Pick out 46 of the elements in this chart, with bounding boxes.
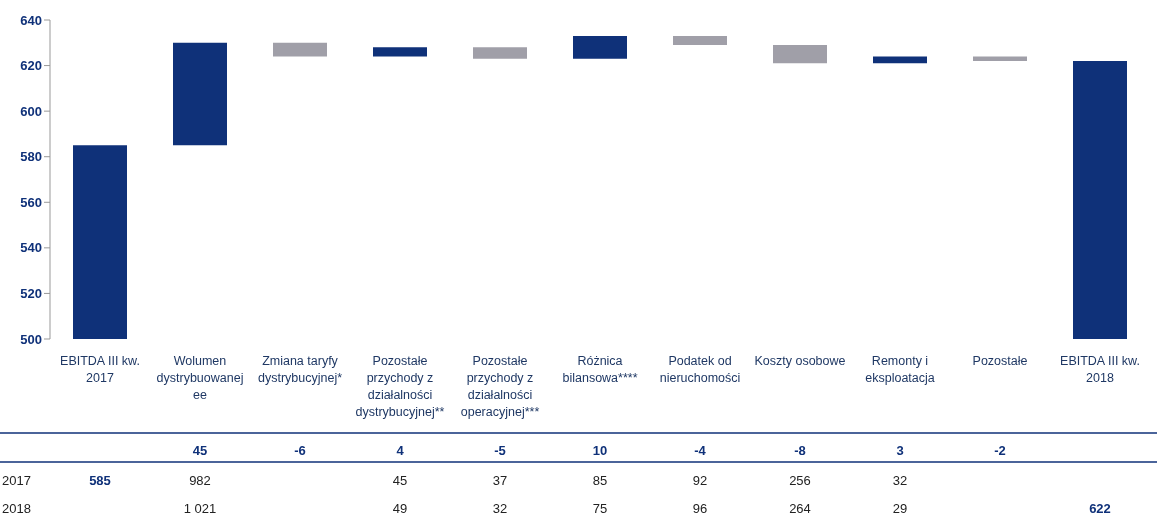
x-tick-label: EBITDA III kw. 2017	[60, 354, 140, 385]
text: 1 021	[183, 501, 217, 516]
x-tick-label: Zmiana taryfy dystrybucyjnej*	[257, 354, 343, 385]
text: -4	[694, 443, 707, 458]
x-tick-label: Remonty i eksploatacja	[865, 354, 935, 385]
y-tick-label: 600	[20, 103, 42, 119]
x-tick-label: Pozostałe przychody z działalności dystrybucyjnej**	[355, 354, 445, 419]
y-tick-label: 560	[20, 194, 42, 210]
text: 2018	[2, 501, 31, 516]
text: 585	[89, 473, 111, 488]
text: 49	[392, 501, 408, 516]
x-tick-label: Wolumen dystrybuowanej ee	[156, 354, 244, 402]
text: 256	[789, 473, 811, 488]
x-tick-label: Podatek od nieruchomości	[659, 354, 741, 385]
text: -2	[994, 443, 1006, 458]
text: -8	[794, 443, 806, 458]
text: 29	[892, 501, 908, 516]
y-tick-label: 520	[20, 286, 42, 302]
x-tick-label: EBITDA III kw. 2018	[1060, 354, 1140, 385]
text: 92	[692, 473, 708, 488]
text: 45	[192, 443, 208, 458]
text: 2017	[2, 473, 31, 488]
x-tick-label: Różnica bilansowa****	[562, 354, 638, 385]
text: 982	[189, 473, 211, 488]
text: 45	[392, 473, 408, 488]
text: 32	[892, 473, 908, 488]
y-tick-label: 500	[20, 331, 42, 347]
text: 32	[492, 501, 508, 516]
text: 264	[789, 501, 811, 516]
text: 37	[492, 473, 508, 488]
x-tick-label: Pozostałe przychody z działalności operacyjnej***	[460, 354, 540, 419]
text: 96	[692, 501, 708, 516]
text: -6	[294, 443, 306, 458]
text: 75	[592, 501, 608, 516]
x-tick-label: Pozostałe	[972, 354, 1028, 368]
x-tick-label: Koszty osobowe	[754, 354, 846, 368]
y-tick-label: 580	[20, 149, 42, 165]
text: 4	[396, 443, 405, 458]
text: 622	[1089, 501, 1111, 516]
text: -5	[494, 443, 506, 458]
y-tick-label: 620	[20, 58, 42, 74]
text: 85	[592, 473, 608, 488]
y-tick-label: 640	[20, 12, 42, 28]
text: 10	[592, 443, 608, 458]
y-tick-label: 540	[20, 240, 42, 256]
text: 3	[896, 443, 904, 458]
